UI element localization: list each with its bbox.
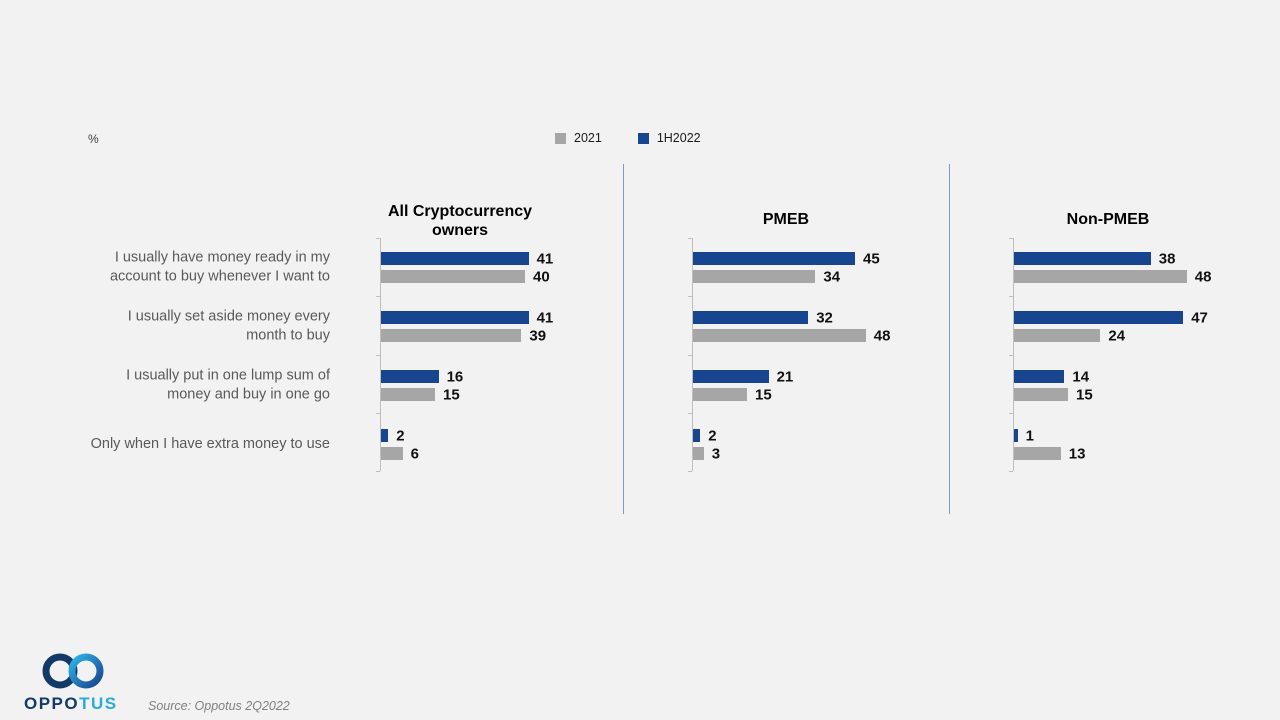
- value-label-1h2022: 45: [863, 250, 880, 267]
- wordmark-primary: OPPO: [24, 694, 80, 713]
- value-label-1h2022: 32: [816, 309, 833, 326]
- axis-unit-label: %: [88, 132, 99, 146]
- wordmark-secondary: TUS: [79, 694, 118, 713]
- panel-title: Non-PMEB: [1066, 211, 1150, 228]
- legend-swatch-1h2022: [637, 132, 649, 144]
- value-label-1h2022: 41: [536, 309, 554, 326]
- category-label: I usually put in one lump sum of money a…: [126, 367, 330, 403]
- value-label-2021: 40: [533, 268, 550, 285]
- axis-tick: [1009, 296, 1013, 297]
- axis-line: [692, 238, 693, 471]
- value-label-1h2022: 16: [446, 368, 464, 385]
- axis-tick: [1009, 471, 1013, 472]
- bar-1h2022: [693, 252, 855, 265]
- legend-swatch-2021: [555, 132, 566, 144]
- value-label-2021: 15: [443, 386, 460, 403]
- bar-2021: [1014, 329, 1101, 342]
- bar-1h2022: [381, 252, 529, 265]
- axis-tick: [1009, 355, 1013, 356]
- axis-tick: [376, 238, 380, 239]
- category-label: Only when I have extra money to use: [90, 435, 330, 452]
- axis-tick: [688, 355, 692, 356]
- bar-1h2022: [381, 370, 439, 383]
- bar-1h2022: [1014, 252, 1151, 265]
- bar-2021: [693, 388, 747, 401]
- bar-1h2022: [1014, 311, 1184, 324]
- axis-tick: [376, 471, 380, 472]
- panel-divider: [949, 164, 950, 514]
- bar-2021: [381, 388, 435, 401]
- value-label-2021: 39: [529, 327, 547, 344]
- bar-2021: [693, 270, 816, 283]
- axis-tick: [688, 413, 692, 414]
- panel-title: PMEB: [762, 211, 810, 228]
- value-label-2021: 34: [823, 268, 841, 285]
- axis-line: [1013, 238, 1014, 471]
- value-label-2021: 6: [410, 445, 419, 462]
- oppotus-wordmark: OPPOTUS: [24, 694, 154, 714]
- value-label-2021: 24: [1108, 327, 1126, 344]
- axis-tick: [376, 296, 380, 297]
- value-label-2021: 48: [1194, 268, 1212, 285]
- legend: 2021 1H2022: [555, 131, 701, 145]
- axis-tick: [688, 238, 692, 239]
- axis-tick: [688, 471, 692, 472]
- value-label-2021: 13: [1068, 445, 1086, 462]
- bar-1h2022: [693, 429, 701, 442]
- legend-label-2021: 2021: [574, 131, 602, 145]
- bar-1h2022: [693, 311, 809, 324]
- legend-label-1h2022: 1H2022: [656, 131, 701, 145]
- axis-tick: [376, 355, 380, 356]
- axis-tick: [1009, 413, 1013, 414]
- value-label-1h2022: 2: [708, 427, 717, 444]
- bar-1h2022: [1014, 370, 1065, 383]
- axis-line: [380, 238, 381, 471]
- bar-2021: [381, 447, 403, 460]
- panel-divider: [623, 164, 624, 514]
- bar-2021: [1014, 388, 1068, 401]
- value-label-1h2022: 2: [396, 427, 405, 444]
- oppotus-logo: OPPOTUS: [24, 650, 154, 714]
- bar-2021: [693, 329, 866, 342]
- value-label-1h2022: 41: [536, 250, 554, 267]
- bar-2021: [1014, 447, 1061, 460]
- axis-tick: [376, 413, 380, 414]
- bar-2021: [1014, 270, 1187, 283]
- value-label-1h2022: 47: [1191, 309, 1208, 326]
- source-note: Source: Oppotus 2Q2022: [148, 699, 290, 713]
- bar-2021: [693, 447, 704, 460]
- value-label-1h2022: 14: [1072, 368, 1090, 385]
- value-label-2021: 48: [873, 327, 891, 344]
- bar-1h2022: [1014, 429, 1018, 442]
- value-label-2021: 15: [755, 386, 772, 403]
- value-label-1h2022: 1: [1025, 427, 1034, 444]
- category-label: I usually set aside money every month to…: [127, 308, 330, 344]
- value-label-1h2022: 38: [1158, 250, 1176, 267]
- oppotus-logo-icon: [42, 653, 104, 689]
- bar-2021: [381, 329, 522, 342]
- bar-1h2022: [693, 370, 769, 383]
- value-label-2021: 3: [711, 445, 721, 462]
- panel-title: All Cryptocurrency owners: [387, 203, 533, 239]
- axis-tick: [688, 296, 692, 297]
- bar-2021: [381, 270, 525, 283]
- category-label: I usually have money ready in my account…: [109, 249, 330, 285]
- bar-1h2022: [381, 311, 529, 324]
- bar-1h2022: [381, 429, 389, 442]
- value-label-2021: 15: [1076, 386, 1093, 403]
- axis-tick: [1009, 238, 1013, 239]
- value-label-1h2022: 21: [776, 368, 794, 385]
